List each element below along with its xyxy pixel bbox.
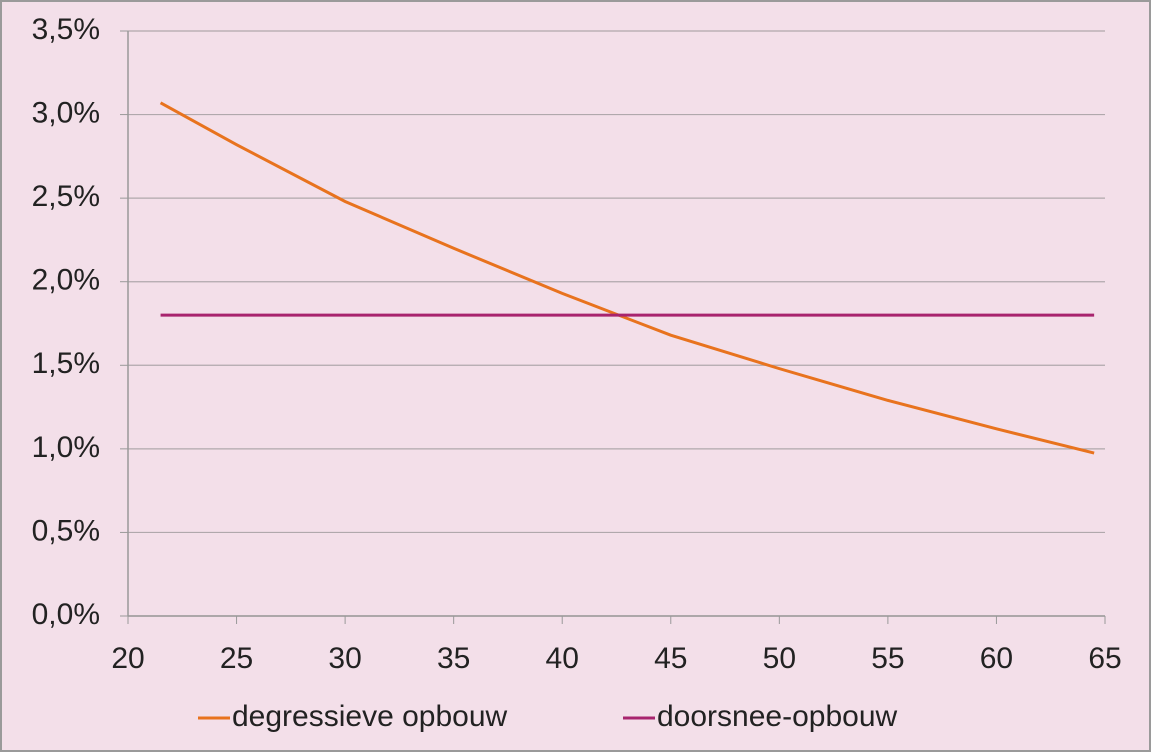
x-tick-label: 50 (763, 642, 796, 675)
x-tick-label: 25 (220, 642, 253, 675)
x-tick-label: 30 (328, 642, 361, 675)
x-tick-label: 40 (546, 642, 579, 675)
legend-label: doorsnee-opbouw (657, 700, 898, 733)
y-tick-label: 0,0% (32, 598, 100, 631)
y-tick-label: 3,5% (32, 13, 100, 46)
y-tick-label: 1,5% (32, 347, 100, 380)
x-tick-label: 20 (111, 642, 144, 675)
y-tick-label: 2,0% (32, 264, 100, 297)
x-tick-label: 65 (1088, 642, 1121, 675)
x-tick-label: 45 (654, 642, 687, 675)
x-tick-label: 35 (437, 642, 470, 675)
y-tick-label: 3,0% (32, 96, 100, 129)
y-tick-label: 1,0% (32, 431, 100, 464)
x-tick-label: 60 (980, 642, 1013, 675)
legend-label: degressieve opbouw (232, 700, 508, 733)
y-tick-label: 2,5% (32, 180, 100, 213)
x-tick-label: 55 (871, 642, 904, 675)
y-tick-label: 0,5% (32, 514, 100, 547)
